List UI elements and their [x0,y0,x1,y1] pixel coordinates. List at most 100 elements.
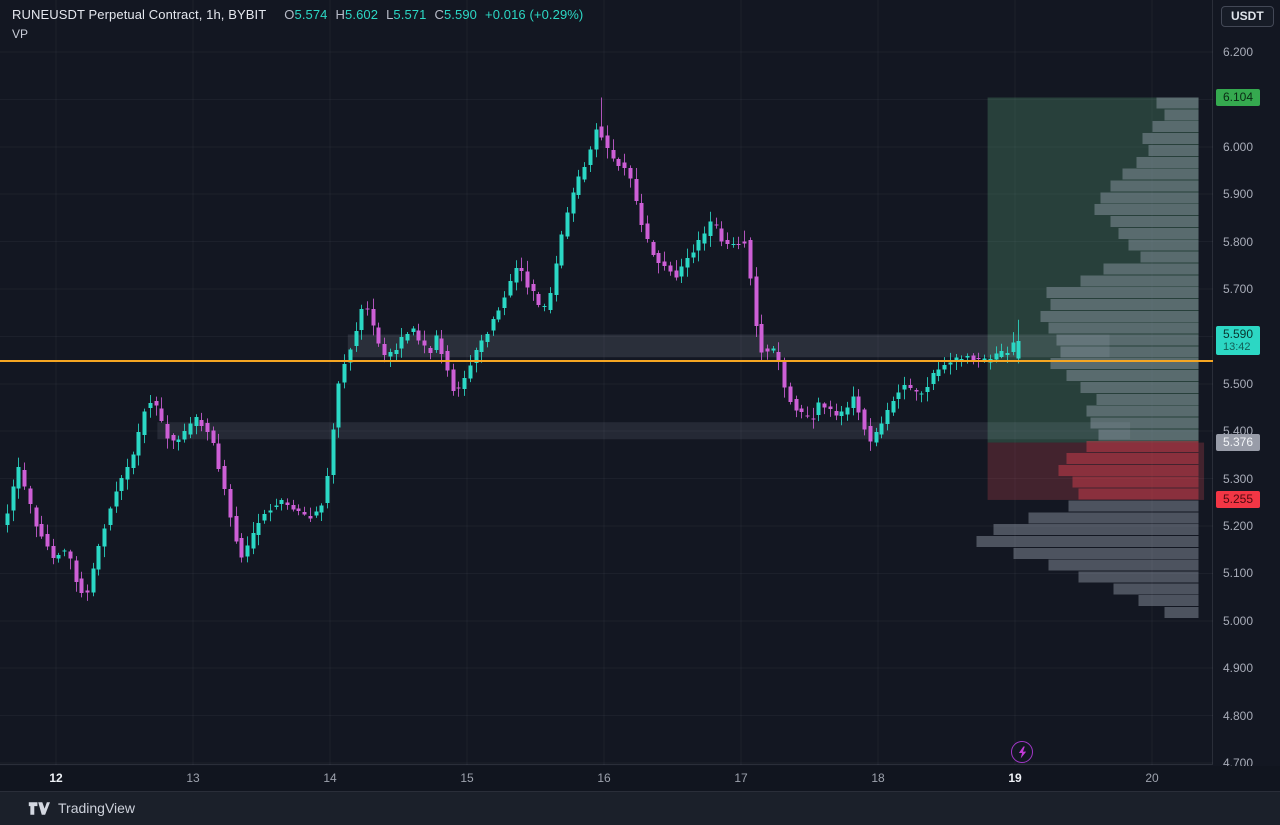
time-axis-label-14: 14 [323,771,337,785]
volume-profile-bar [1164,607,1199,619]
volume-profile-bar [1080,275,1199,287]
ohlc-value-C: 5.590 [443,7,478,22]
price-axis-label: 4.800 [1223,708,1254,723]
volume-profile-bar [1078,488,1199,500]
range-high-label: 6.104 [1216,88,1261,106]
price-axis-label: 5.700 [1223,282,1254,296]
price-axis-label: 5.000 [1223,613,1254,628]
currency-toggle-usdt[interactable]: USDT [1221,6,1274,27]
volume-profile-bar [1040,310,1199,322]
volume-profile-bar [1142,133,1199,145]
volume-profile-bar [1138,595,1199,607]
volume-profile-bar [1113,583,1199,595]
lightning-icon[interactable] [1011,741,1033,763]
volume-profile-bar [1094,204,1199,216]
candles-layer [5,97,1021,601]
change-value: +0.016 (+0.29%) [485,7,584,22]
volume-profile-bar [976,535,1199,547]
volume-profile-bar [1100,192,1199,204]
price-band-0[interactable] [347,334,1110,358]
time-axis-label-19: 19 [1008,771,1022,785]
time-axis-label-13: 13 [186,771,200,785]
candlestick-chart [0,97,1213,619]
value-area-green-box[interactable] [987,97,1199,443]
symbol-title[interactable]: RUNEUSDT Perpetual Contract, 1h, BYBIT [12,7,267,22]
volume-profile-bar [1164,109,1199,121]
range-low-label: 5.255 [1216,490,1261,508]
ohlc-value-L: 5.571 [393,7,427,22]
volume-profile-bar [1086,405,1199,417]
level-label: 5.376 [1216,433,1261,451]
volume-profile-layer [976,97,1199,619]
volume-profile-bar [1078,571,1199,583]
volume-profile-bar [1103,263,1199,275]
time-axis-label-17: 17 [734,771,748,785]
price-axis[interactable]: 6.200 6.000 5.900 5.800 5.700 5.500 5.400 5.300… [1214,0,1280,770]
ohlc-label-H: H [335,7,346,22]
ohlc-value-H: 5.602 [345,7,379,22]
volume-profile-bar [1048,559,1199,571]
volume-profile-bar [1058,464,1199,476]
volume-profile-bar [1050,298,1199,310]
volume-profile-bar [1128,239,1199,251]
time-axis-label-16: 16 [597,771,611,785]
volume-profile-bar [1098,429,1199,441]
volume-profile-bar [1096,393,1199,405]
volume-profile-bar [1066,370,1199,382]
price-axis-label: 5.100 [1223,566,1254,581]
volume-profile-bar [1110,180,1199,192]
price-axis-label: 5.800 [1223,234,1254,249]
volume-profile-bar [1080,381,1199,393]
time-axis-label-12: 12 [49,771,63,785]
chart-legend: RUNEUSDT Perpetual Contract, 1h, BYBIT O5… [12,7,583,41]
countdown-timer: 13:42 [1223,341,1251,354]
ohlc-values: O5.574 H5.602 L5.571 C5.590 [276,7,477,22]
time-axis-label-20: 20 [1145,771,1159,785]
ohlc-label-C: C [434,7,444,22]
volume-profile-bar [1148,144,1199,156]
volume-profile-bar [1048,322,1199,334]
volume-profile-bar [1122,168,1199,180]
volume-profile-bar [1140,251,1199,263]
price-axis-label: 5.500 [1223,376,1254,391]
volume-profile-bar [1066,453,1199,465]
tradingview-mark-icon [28,801,50,815]
legend-line-2: VP [12,27,583,41]
current-price-label: 5.590 13:42 [1216,326,1261,356]
price-axis-label: 6.000 [1223,139,1254,154]
zones-layer [157,97,1205,500]
volume-profile-bar [1118,227,1199,239]
volume-profile-bar [1072,476,1199,488]
time-axis[interactable]: 12 13 14 15 16 17 18 19 20 [0,766,1280,791]
bolt-glyph [1018,746,1026,758]
ohlc-label-L: L [386,7,394,22]
volume-profile-bar [1090,417,1199,429]
price-axis-label: 4.900 [1223,661,1254,676]
tradingview-wordmark: TradingView [58,800,136,816]
volume-profile-bar [1068,500,1199,512]
time-axis-label-18: 18 [871,771,885,785]
volume-profile-bar [1013,547,1199,559]
volume-profile-bar [1028,512,1199,524]
tradingview-logo[interactable]: TradingView [28,800,135,816]
volume-profile-bar [1060,346,1199,358]
volume-profile-bar [1056,334,1199,346]
price-band-1[interactable] [157,422,1131,440]
ohlc-label-O: O [284,7,295,22]
time-axis-label-15: 15 [460,771,474,785]
volume-profile-bar [1050,358,1199,370]
indicator-vp-label[interactable]: VP [12,27,29,41]
volume-profile-bar [1156,97,1199,109]
volume-profile-bar [1086,441,1199,453]
chart-pane[interactable]: RUNEUSDT Perpetual Contract, 1h, BYBIT O5… [0,0,1213,765]
volume-profile-bar [993,524,1199,536]
footer-bar: TradingView [0,791,1280,825]
legend-line-1: RUNEUSDT Perpetual Contract, 1h, BYBIT O5… [12,7,583,22]
volume-profile-bar [1152,121,1199,133]
price-axis-label: 5.300 [1223,471,1254,486]
volume-profile-bar [1136,156,1199,168]
price-axis-label: 5.900 [1223,187,1254,202]
volume-profile-bar [1046,287,1199,299]
ohlc-value-O: 5.574 [294,7,328,22]
price-axis-label: 6.200 [1223,45,1254,59]
